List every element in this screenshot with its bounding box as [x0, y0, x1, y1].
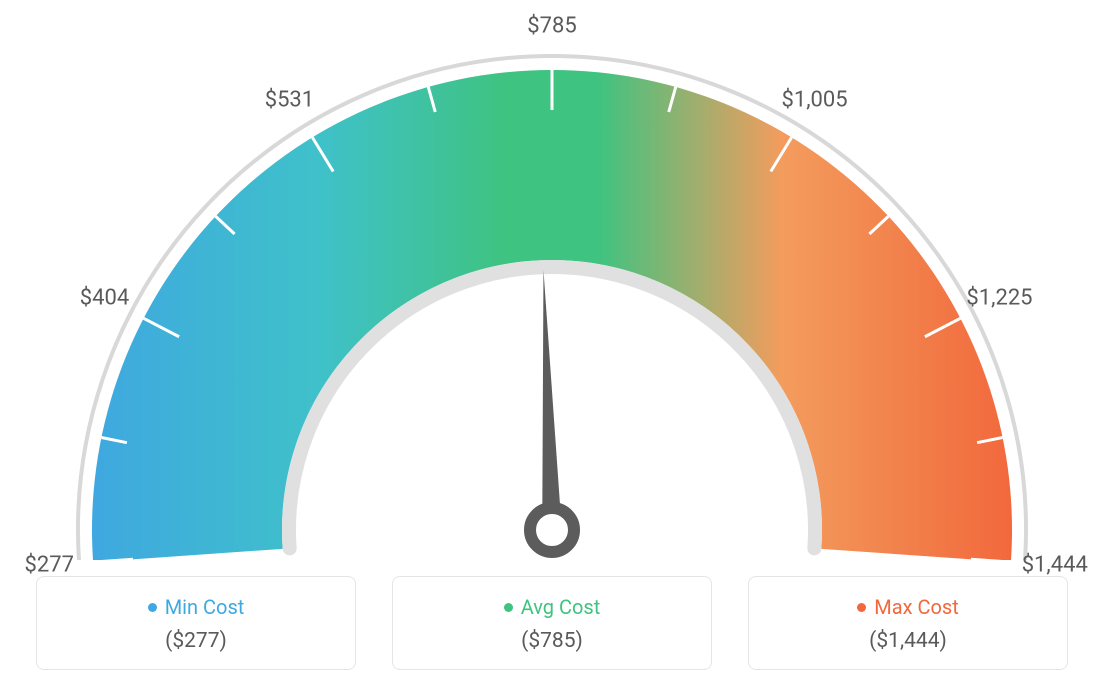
legend-top-min: Min Cost [47, 595, 345, 619]
legend-card-min: Min Cost ($277) [36, 576, 356, 670]
gauge-tick-label: $1,444 [1022, 553, 1088, 578]
legend-card-max: Max Cost ($1,444) [748, 576, 1068, 670]
legend-label-avg: Avg Cost [521, 595, 601, 619]
legend-row: Min Cost ($277) Avg Cost ($785) Max Cost… [0, 576, 1104, 670]
gauge-tick-label: $404 [80, 286, 129, 311]
gauge-svg [0, 0, 1104, 560]
gauge-tick-label: $277 [24, 553, 73, 578]
dot-icon-avg [504, 603, 513, 612]
gauge-tick-label: $1,005 [781, 87, 847, 112]
legend-value-min: ($277) [47, 629, 345, 653]
dot-icon-min [148, 603, 157, 612]
legend-label-max: Max Cost [874, 595, 959, 619]
legend-card-avg: Avg Cost ($785) [392, 576, 712, 670]
gauge-container: $277$404$531$785$1,005$1,225$1,444 [0, 0, 1104, 560]
gauge-tick-label: $531 [265, 87, 314, 112]
legend-value-max: ($1,444) [759, 629, 1057, 653]
legend-top-max: Max Cost [759, 595, 1057, 619]
legend-top-avg: Avg Cost [403, 595, 701, 619]
gauge-tick-label: $785 [527, 14, 576, 39]
legend-label-min: Min Cost [165, 595, 245, 619]
dot-icon-max [857, 603, 866, 612]
gauge-tick-label: $1,225 [966, 286, 1032, 311]
legend-value-avg: ($785) [403, 629, 701, 653]
